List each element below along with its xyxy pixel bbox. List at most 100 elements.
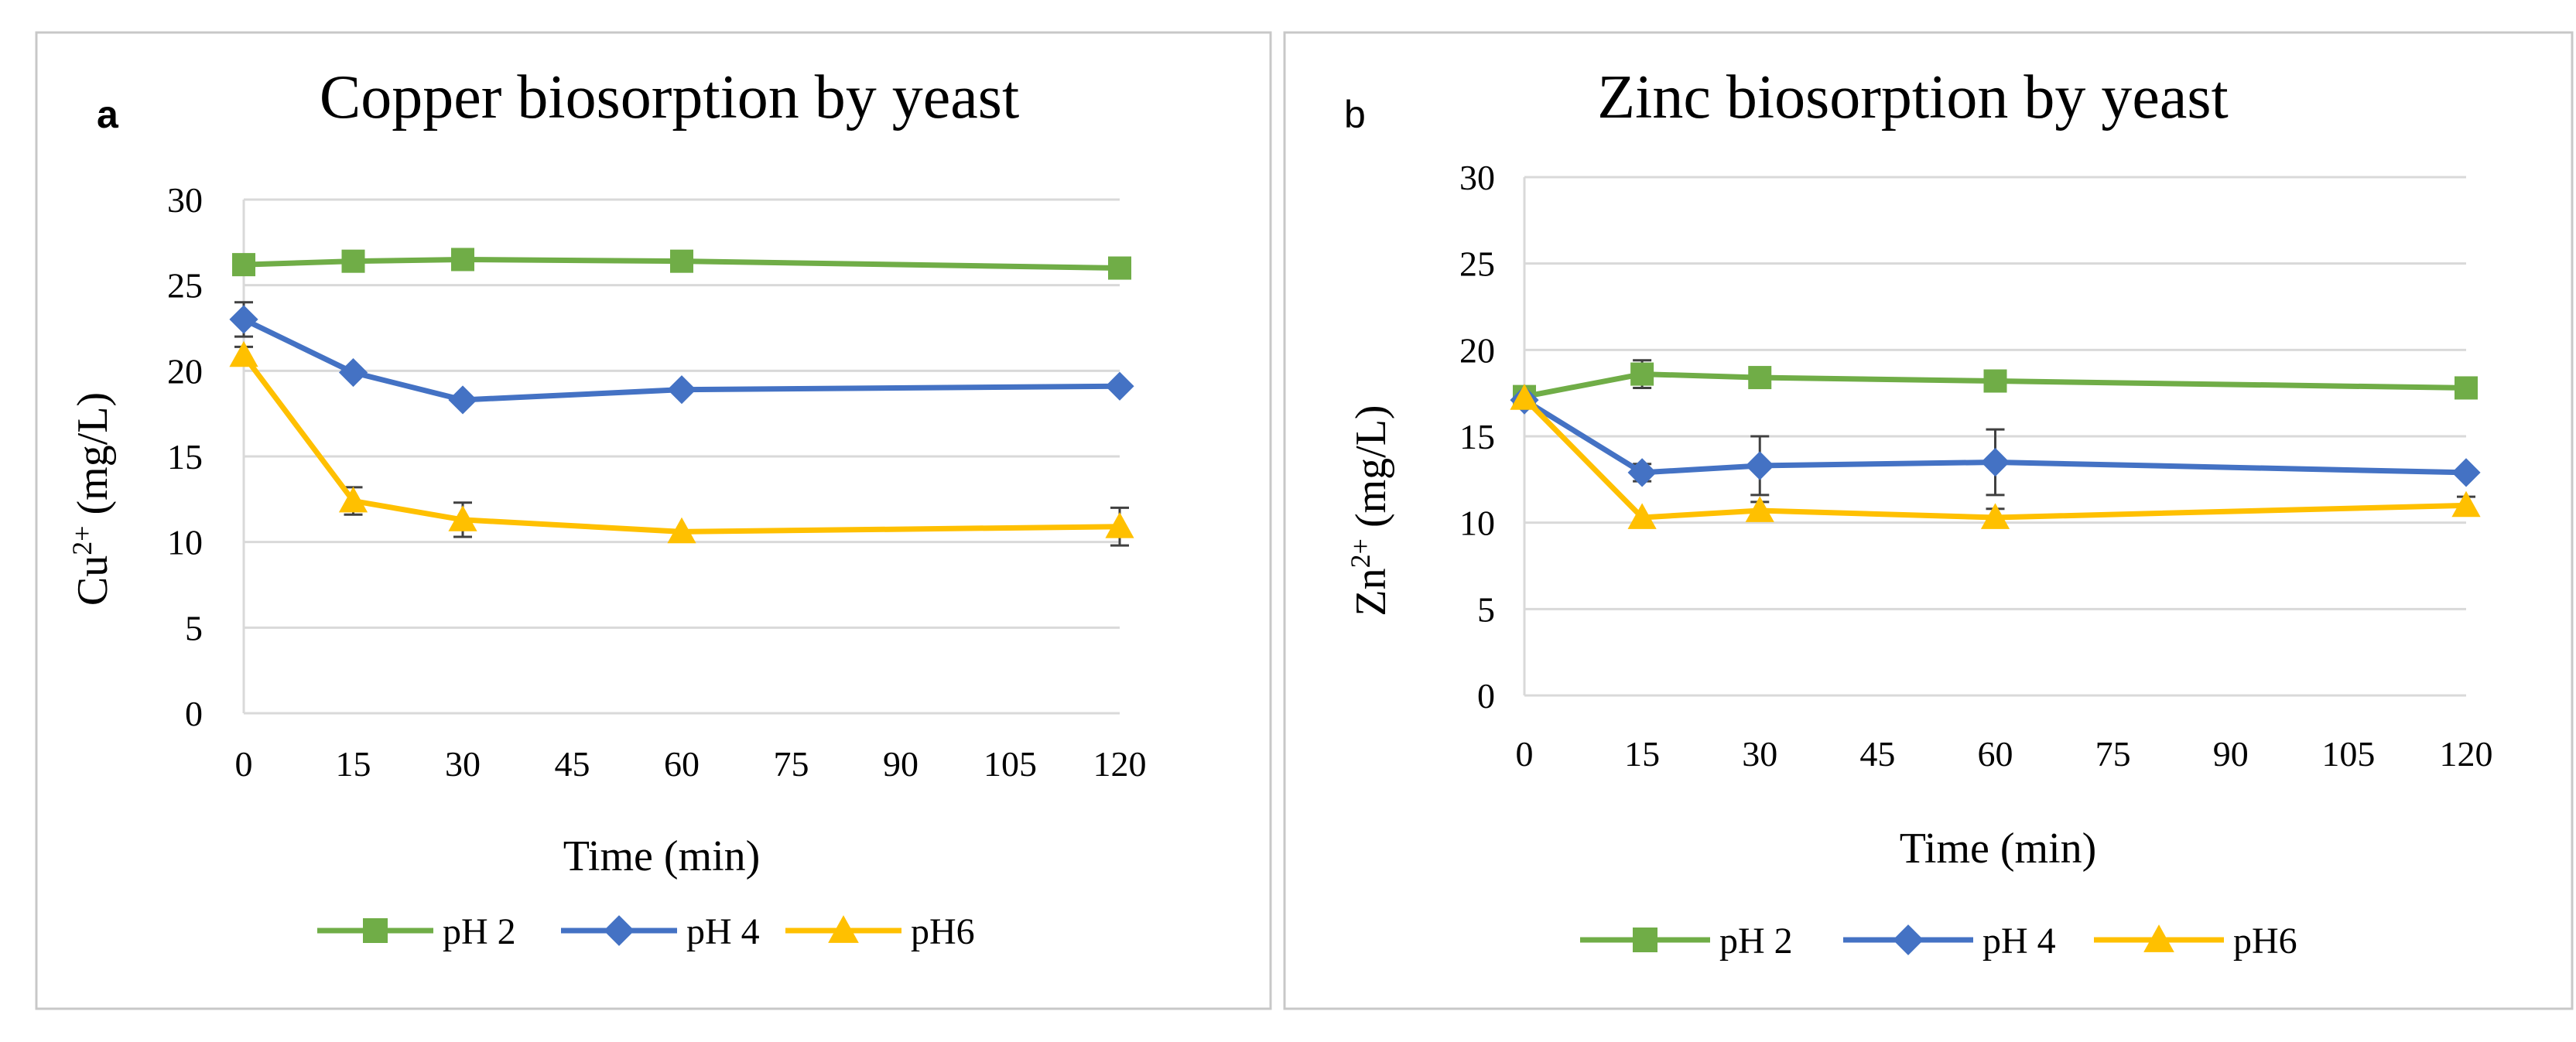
- data-point: [2451, 458, 2481, 487]
- legend-label: pH 2: [1719, 921, 1793, 962]
- y-axis-label-unit: (mg/L): [69, 392, 117, 515]
- legend-marker: [2143, 924, 2174, 952]
- x-tick-label: 120: [1093, 744, 1147, 784]
- x-tick-label: 120: [2440, 734, 2493, 774]
- axes: [242, 200, 1120, 715]
- y-tick-label: 20: [167, 351, 203, 391]
- data-point: [338, 486, 368, 513]
- y-axis-label-sup: 2+: [67, 525, 97, 555]
- data-point: [341, 249, 365, 273]
- y-tick-labels: 0 5 10 15 20 25 30: [1459, 158, 1495, 716]
- x-tick-label: 30: [445, 744, 481, 784]
- x-tick-label: 15: [336, 744, 371, 784]
- series-ph2: [232, 248, 1131, 280]
- x-tick-label: 45: [1859, 734, 1895, 774]
- zinc-chart-svg: b Zinc biosorption by yeast 0 5 10 15 20 25 30…: [1283, 31, 2574, 1010]
- y-tick-label: 25: [167, 266, 203, 306]
- data-point: [1627, 503, 1657, 529]
- data-point: [229, 340, 258, 367]
- x-tick-label: 75: [2095, 734, 2131, 774]
- y-axis-label: Cu2+ (mg/L): [67, 392, 117, 606]
- legend-label: pH 2: [443, 911, 516, 952]
- data-point: [1108, 256, 1131, 280]
- y-tick-label: 0: [185, 694, 203, 733]
- legend-label: pH 4: [1982, 921, 2056, 962]
- x-tick-label: 90: [2213, 734, 2249, 774]
- data-point: [448, 385, 477, 415]
- panel-label: b: [1344, 93, 1366, 136]
- x-tick-label: 105: [984, 744, 1037, 784]
- axes: [1523, 177, 2466, 697]
- series-ph6: [1510, 384, 2481, 529]
- data-point: [448, 505, 477, 531]
- y-tick-label: 5: [1477, 589, 1495, 629]
- y-tick-label: 20: [1459, 330, 1495, 370]
- y-axis-label-base: Zn: [1347, 568, 1395, 616]
- x-tick-label: 105: [2321, 734, 2375, 774]
- y-tick-labels: 0 5 10 15 20 25 30: [167, 180, 203, 733]
- x-tick-label: 60: [1978, 734, 2013, 774]
- data-point: [667, 375, 696, 405]
- y-axis-label-base: Cu: [69, 555, 117, 606]
- x-tick-labels: 0 15 30 45 60 75 90 105 120: [235, 744, 1147, 784]
- legend-label: pH6: [911, 911, 975, 952]
- gridlines: [244, 198, 1120, 629]
- series-layer: [1510, 359, 2481, 529]
- legend-marker: [363, 918, 388, 943]
- legend-label: pH6: [2233, 921, 2297, 962]
- data-point: [1105, 512, 1134, 538]
- legend-item: pH 2: [317, 911, 516, 952]
- chart-panel-copper: a Copper biosorption by yeast 0 5 10 15 20 25…: [0, 0, 1277, 1038]
- panel-label: a: [97, 93, 119, 136]
- x-axis-label: Time (min): [563, 832, 761, 880]
- y-axis-label-space: [1347, 528, 1395, 538]
- series-ph6: [229, 340, 1134, 547]
- data-point: [229, 305, 258, 334]
- x-tick-label: 45: [555, 744, 590, 784]
- legend-item: pH6: [785, 911, 975, 952]
- y-axis-label-unit: (mg/L): [1347, 405, 1395, 528]
- data-point: [1748, 366, 1772, 390]
- data-point: [667, 517, 696, 544]
- data-point: [1980, 503, 2010, 529]
- x-tick-label: 0: [1516, 734, 1534, 774]
- legend-marker: [1633, 928, 1657, 952]
- x-tick-label: 0: [235, 744, 253, 784]
- y-tick-label: 30: [1459, 158, 1495, 197]
- chart-title: Zinc biosorption by yeast: [1597, 63, 2228, 132]
- legend: pH 2 pH 4 pH6: [1580, 921, 2297, 962]
- legend: pH 2 pH 4 pH6: [317, 911, 975, 952]
- x-axis-label: Time (min): [1900, 825, 2097, 873]
- y-tick-label: 15: [167, 437, 203, 477]
- y-tick-label: 10: [167, 523, 203, 562]
- data-point: [2455, 376, 2478, 400]
- x-tick-label: 75: [774, 744, 809, 784]
- legend-item: pH 4: [1843, 921, 2056, 962]
- series-layer: [229, 248, 1134, 547]
- y-axis-label-space: [69, 514, 117, 525]
- data-point: [1630, 362, 1654, 386]
- data-point: [670, 249, 693, 273]
- data-point: [1510, 384, 1539, 410]
- legend-label: pH 4: [686, 911, 760, 952]
- y-tick-label: 15: [1459, 417, 1495, 456]
- x-tick-label: 30: [1742, 734, 1777, 774]
- data-point: [1627, 458, 1657, 487]
- legend-item: pH6: [2094, 921, 2297, 962]
- x-tick-label: 90: [883, 744, 919, 784]
- y-tick-label: 0: [1477, 676, 1495, 716]
- legend-marker: [828, 915, 859, 943]
- y-axis-label-sup: 2+: [1345, 538, 1376, 568]
- y-tick-label: 30: [167, 180, 203, 220]
- y-axis-label: Zn2+ (mg/L): [1345, 405, 1395, 616]
- x-tick-labels: 0 15 30 45 60 75 90 105 120: [1516, 734, 2493, 774]
- data-point: [1105, 371, 1134, 401]
- data-point: [232, 253, 255, 277]
- y-tick-label: 5: [185, 608, 203, 647]
- chart-frame: [35, 31, 1272, 1010]
- data-point: [2451, 490, 2481, 518]
- x-tick-label: 60: [664, 744, 700, 784]
- legend-item: pH 4: [561, 911, 760, 952]
- legend-marker: [604, 915, 635, 946]
- chart-title: Copper biosorption by yeast: [320, 63, 1019, 132]
